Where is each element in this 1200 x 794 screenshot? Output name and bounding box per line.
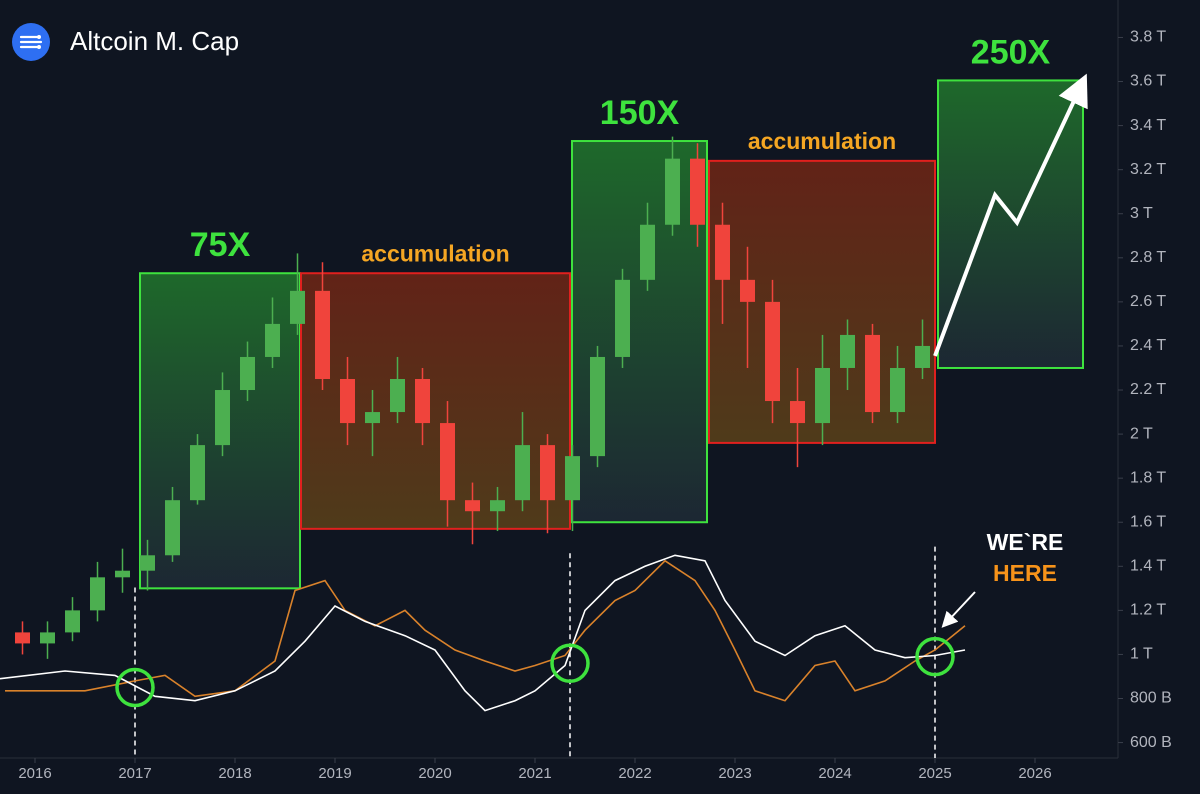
candle-body <box>365 412 380 424</box>
candle-body <box>540 445 555 501</box>
candle-body <box>640 224 655 280</box>
candle-body <box>840 334 855 368</box>
y-tick-label: 1.2 T <box>1130 602 1166 619</box>
logo <box>12 23 50 61</box>
y-tick-label: 3.2 T <box>1130 161 1166 178</box>
candle-body <box>440 423 455 501</box>
candle-body <box>590 356 605 457</box>
indicator-line <box>0 554 966 712</box>
candle-body <box>340 379 355 424</box>
zone-label: accumulation <box>748 128 896 154</box>
zone-box <box>937 79 1084 369</box>
y-tick-label: 2.2 T <box>1130 381 1166 398</box>
candle-body <box>65 610 80 633</box>
y-tick-label: 800 B <box>1130 690 1172 707</box>
candle-body <box>190 445 205 501</box>
candle-body <box>215 390 230 446</box>
candle-body <box>865 334 880 413</box>
y-tick-label: 3.8 T <box>1130 29 1166 46</box>
signal-circle <box>550 643 590 683</box>
y-tick-label: 3.6 T <box>1130 73 1166 90</box>
candle-body <box>315 290 330 379</box>
candle-body <box>390 379 405 413</box>
candle-body <box>140 555 155 571</box>
candle-body <box>465 500 480 512</box>
x-tick-label: 2025 <box>918 765 951 782</box>
zone-label: 75X <box>190 226 251 264</box>
y-tick-label: 2.8 T <box>1130 249 1166 266</box>
annotation: WE`RE <box>987 529 1064 555</box>
y-tick-label: 1 T <box>1130 646 1153 663</box>
candle-body <box>565 456 580 501</box>
y-tick-label: 2.4 T <box>1130 337 1166 354</box>
y-tick-label: 2.6 T <box>1130 293 1166 310</box>
signal-circle <box>915 636 955 677</box>
x-tick-label: 2021 <box>518 765 551 782</box>
x-tick-label: 2022 <box>618 765 651 782</box>
x-tick-label: 2023 <box>718 765 751 782</box>
candle-body <box>890 367 905 413</box>
candle-body <box>165 500 180 556</box>
pointer-arrow <box>941 591 976 628</box>
y-tick-label: 1.4 T <box>1130 558 1166 575</box>
candle-body <box>915 345 930 368</box>
x-tick-label: 2019 <box>318 765 351 782</box>
candle-body <box>90 577 105 611</box>
x-tick-label: 2017 <box>118 765 151 782</box>
projection-arrow <box>933 73 1088 357</box>
candles <box>15 136 930 659</box>
candle-body <box>115 570 130 578</box>
x-tick-label: 2026 <box>1018 765 1051 782</box>
candle-body <box>240 356 255 391</box>
candle-body <box>715 224 730 280</box>
zone-box <box>571 140 708 524</box>
annotation: HERE <box>993 560 1057 586</box>
x-tick-label: 2016 <box>18 765 51 782</box>
y-tick-label: 2 T <box>1130 425 1153 442</box>
candle-body <box>15 632 30 644</box>
candle-body <box>40 632 55 644</box>
candle-body <box>740 279 755 302</box>
x-tick-label: 2024 <box>818 765 851 782</box>
candle-body <box>265 323 280 357</box>
zone-label: 250X <box>971 33 1051 71</box>
zone-label: accumulation <box>361 240 509 266</box>
candle-body <box>690 158 705 225</box>
y-tick-label: 1.8 T <box>1130 469 1166 486</box>
candle-body <box>765 301 780 402</box>
indicator-line <box>5 559 966 702</box>
y-tick-label: 3 T <box>1130 205 1153 222</box>
candle-body <box>490 500 505 512</box>
y-tick-label: 3.4 T <box>1130 117 1166 134</box>
x-tick-label: 2020 <box>418 765 451 782</box>
zone-label: 150X <box>600 94 680 132</box>
candle-body <box>815 367 830 424</box>
y-tick-label: 600 B <box>1130 734 1172 751</box>
x-tick-label: 2018 <box>218 765 251 782</box>
candle-body <box>415 379 430 424</box>
chart-title: Altcoin M. Cap <box>70 26 239 56</box>
candle-body <box>665 158 680 225</box>
candle-body <box>790 401 805 424</box>
y-tick-label: 1.6 T <box>1130 513 1166 530</box>
signal-circle <box>115 667 155 708</box>
candle-body <box>615 279 630 357</box>
candle-body <box>290 290 305 324</box>
candle-body <box>515 445 530 501</box>
